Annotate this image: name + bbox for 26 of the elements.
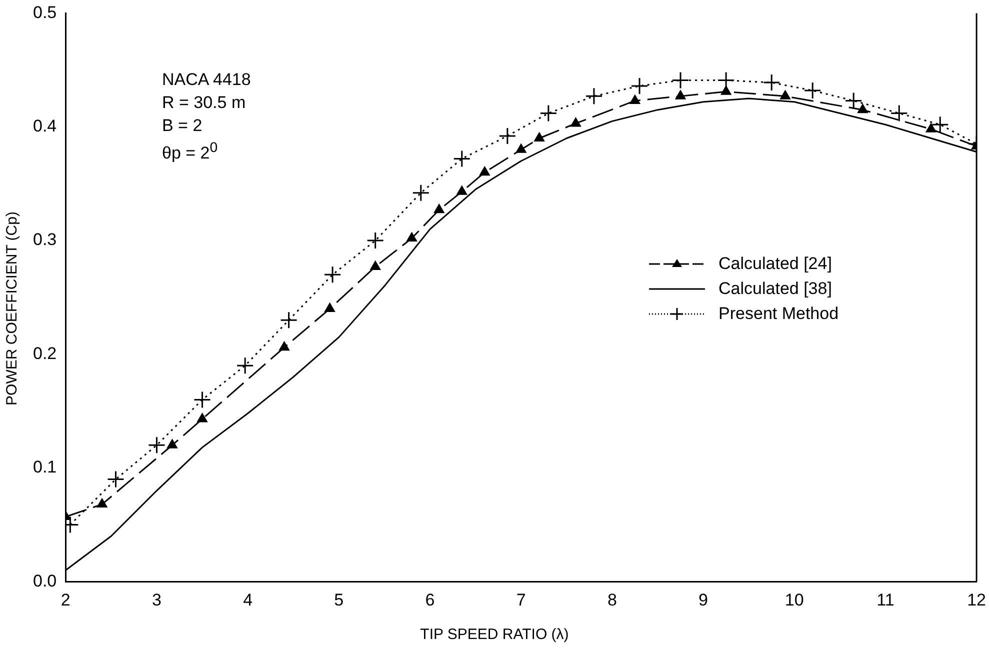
y-tick-label: 0.2 <box>32 344 57 363</box>
x-tick-label: 3 <box>152 590 162 610</box>
y-tick-label: 0.4 <box>32 116 57 136</box>
x-tick-label: 2 <box>60 590 70 610</box>
legend-label: Calculated [38] <box>718 279 832 300</box>
x-tick-label: 7 <box>516 590 526 610</box>
legend-label: Calculated [24] <box>718 254 832 274</box>
x-tick-label: 12 <box>967 590 986 610</box>
x-tick-label: 9 <box>698 590 708 610</box>
annotation: B = 2 <box>162 115 204 137</box>
x-tick-label: 6 <box>425 590 435 610</box>
y-tick-label: 0.1 <box>32 458 57 477</box>
x-tick-label: 5 <box>334 590 344 610</box>
y-tick-label: 0.0 <box>32 571 57 590</box>
annotation: NACA 4418 <box>162 69 251 91</box>
y-axis-title: POWER COEFFICIENT (Cp) <box>4 210 20 408</box>
legend-label: Present Method <box>718 304 839 324</box>
annotation: R = 30.5 m <box>162 92 247 114</box>
y-tick-label: 0.5 <box>32 2 57 22</box>
x-tick-label: 4 <box>243 590 253 610</box>
x-axis-title: TIP SPEED RATIO (λ) <box>419 626 570 643</box>
annotation: θp = 2$^{0}$ <box>162 139 219 165</box>
y-tick-label: 0.3 <box>32 230 57 250</box>
x-tick-label: 11 <box>876 590 894 610</box>
x-tick-label: 10 <box>784 590 804 610</box>
x-tick-label: 8 <box>607 590 617 610</box>
